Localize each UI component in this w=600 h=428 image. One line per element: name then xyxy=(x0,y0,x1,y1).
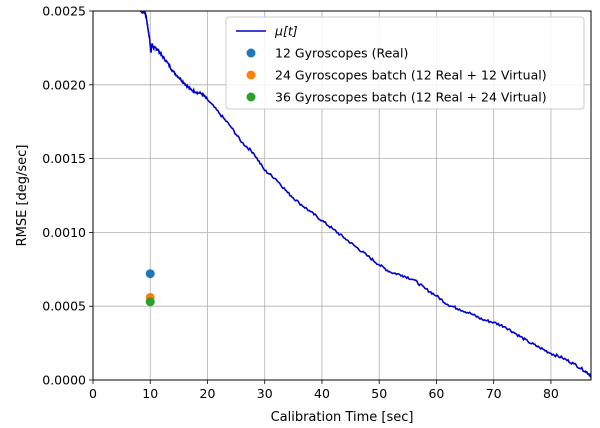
legend-label: 36 Gyroscopes batch (12 Real + 24 Virtua… xyxy=(275,90,547,105)
legend-box xyxy=(225,16,585,110)
legend-marker xyxy=(246,48,256,58)
y-tick-label: 0.0025 xyxy=(42,4,86,19)
y-tick-label: 0.0005 xyxy=(42,299,86,314)
axis-ticks: 0 10 20 30 40 50 60 70 80 0.0000 0.0005 0.0010 0.001… xyxy=(42,4,559,402)
legend: μ[t] 12 Gyroscopes (Real) 24 Gyroscopes ba… xyxy=(225,16,585,110)
x-tick-label: 0 xyxy=(89,386,97,401)
x-tick-label: 40 xyxy=(314,386,330,401)
scatter-point xyxy=(145,297,155,307)
x-tick-label: 60 xyxy=(428,386,444,401)
legend-marker xyxy=(246,92,256,102)
x-tick-label: 50 xyxy=(371,386,387,401)
mu-line xyxy=(139,11,591,379)
scatter-point xyxy=(145,269,155,279)
x-tick-label: 80 xyxy=(543,386,559,401)
y-axis-label: RMSE [deg/sec] xyxy=(15,145,30,247)
legend-label: μ[t] xyxy=(274,24,298,39)
x-tick-label: 70 xyxy=(486,386,502,401)
y-tick-label: 0.0010 xyxy=(42,225,86,240)
legend-label: 12 Gyroscopes (Real) xyxy=(275,46,408,61)
x-tick-label: 20 xyxy=(200,386,216,401)
legend-label: 24 Gyroscopes batch (12 Real + 12 Virtua… xyxy=(275,68,547,83)
x-tick-label: 30 xyxy=(257,386,273,401)
x-axis-label: Calibration Time [sec] xyxy=(271,410,414,425)
scatter-layer xyxy=(145,269,155,307)
y-tick-label: 0.0020 xyxy=(42,77,86,92)
line-layer xyxy=(139,11,591,379)
legend-marker xyxy=(246,70,256,80)
y-tick-label: 0.0000 xyxy=(42,373,86,388)
x-tick-label: 10 xyxy=(142,386,158,401)
plot-frame xyxy=(92,10,592,381)
y-tick-label: 0.0015 xyxy=(42,151,86,166)
